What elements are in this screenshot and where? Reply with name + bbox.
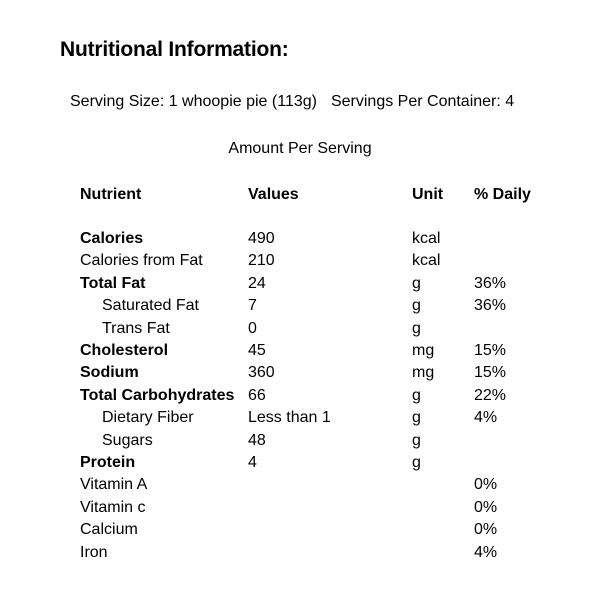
header-daily: % Daily xyxy=(474,186,531,203)
nutrient-unit: g xyxy=(412,319,421,337)
nutrient-name: Calcium xyxy=(80,521,138,539)
serving-size: Serving Size: 1 whoopie pie (113g) xyxy=(70,93,317,110)
header-values: Values xyxy=(248,186,299,203)
header-unit: Unit xyxy=(412,186,444,203)
header-nutrient: Nutrient xyxy=(80,186,142,203)
nutrient-value: 490 xyxy=(248,230,275,247)
nutrient-unit: mg xyxy=(412,364,435,382)
nutrient-unit: g xyxy=(412,409,421,427)
nutrient-name: Calories xyxy=(80,230,144,247)
nutrient-name: Calories from Fat xyxy=(80,252,203,270)
table-row: Vitamin A 0% xyxy=(0,474,600,496)
table-row: Calcium 0% xyxy=(0,519,600,541)
daily-value: 15% xyxy=(474,364,507,382)
table-row: Sodium 360 mg 15% xyxy=(0,362,600,384)
nutrient-value: 4 xyxy=(248,454,257,471)
daily-value: 0% xyxy=(474,498,498,516)
nutrient-name: Cholesterol xyxy=(80,342,169,359)
amount-per-serving: Amount Per Serving xyxy=(228,140,372,157)
page-title: Nutritional Information: xyxy=(60,38,289,61)
servings-per-container: Servings Per Container: 4 xyxy=(330,93,515,110)
nutrient-value: 66 xyxy=(248,386,266,404)
nutrient-unit: g xyxy=(412,297,421,315)
nutrient-name: Vitamin A xyxy=(80,476,148,494)
nutrient-name: Saturated Fat xyxy=(102,297,199,315)
table-row: Trans Fat 0 g xyxy=(0,318,600,340)
daily-value: 36% xyxy=(474,297,507,315)
nutrient-name: Vitamin c xyxy=(80,498,146,516)
table-header: Nutrient Values Unit % Daily xyxy=(0,184,600,206)
nutrient-unit: kcal xyxy=(412,230,441,247)
table-row: Cholesterol 45 mg 15% xyxy=(0,340,600,362)
nutrient-value: 7 xyxy=(248,297,257,315)
nutrient-name: Total Carbohydrates xyxy=(80,386,235,404)
table-row: Calories 490 kcal xyxy=(0,228,600,250)
daily-value: 15% xyxy=(474,342,507,359)
nutrient-unit: mg xyxy=(412,342,435,359)
daily-value: 22% xyxy=(474,386,507,404)
nutrient-unit: g xyxy=(412,431,421,449)
table-row: Calories from Fat 210 kcal xyxy=(0,250,600,272)
table-row: Sugars 48 g xyxy=(0,430,600,452)
nutrient-name: Iron xyxy=(80,543,108,561)
table-row: Dietary Fiber Less than 1 g 4% xyxy=(0,407,600,429)
table-row: Vitamin c 0% xyxy=(0,497,600,519)
nutrient-unit: g xyxy=(412,386,421,404)
table-row: Total Carbohydrates 66 g 22% xyxy=(0,385,600,407)
nutrient-unit: kcal xyxy=(412,252,441,270)
nutrient-value: 0 xyxy=(248,319,257,337)
nutrient-unit: g xyxy=(412,454,421,471)
nutrient-value: 48 xyxy=(248,431,266,449)
daily-value: 0% xyxy=(474,476,498,494)
nutrient-value: 210 xyxy=(248,252,275,270)
nutrient-name: Trans Fat xyxy=(102,319,170,337)
nutrient-value: 360 xyxy=(248,364,275,382)
nutrient-value: Less than 1 xyxy=(248,409,331,427)
daily-value: 36% xyxy=(474,274,507,292)
nutrient-value: 24 xyxy=(248,274,266,292)
daily-value: 4% xyxy=(474,543,498,561)
nutrient-name: Sugars xyxy=(102,431,153,449)
nutrient-name: Sodium xyxy=(80,364,139,382)
serving-info: Serving Size: 1 whoopie pie (113g) Servin… xyxy=(70,93,514,111)
nutrient-name: Total Fat xyxy=(80,274,146,292)
daily-value: 4% xyxy=(474,409,498,427)
nutrient-value: 45 xyxy=(248,342,266,359)
table-row: Iron 4% xyxy=(0,542,600,564)
table-row: Protein 4 g xyxy=(0,452,600,474)
nutrient-unit: g xyxy=(412,274,421,292)
table-row: Total Fat 24 g 36% xyxy=(0,273,600,295)
daily-value: 0% xyxy=(474,521,498,539)
nutrient-name: Dietary Fiber xyxy=(102,409,194,427)
nutrient-name: Protein xyxy=(80,454,136,471)
table-row: Saturated Fat 7 g 36% xyxy=(0,295,600,317)
